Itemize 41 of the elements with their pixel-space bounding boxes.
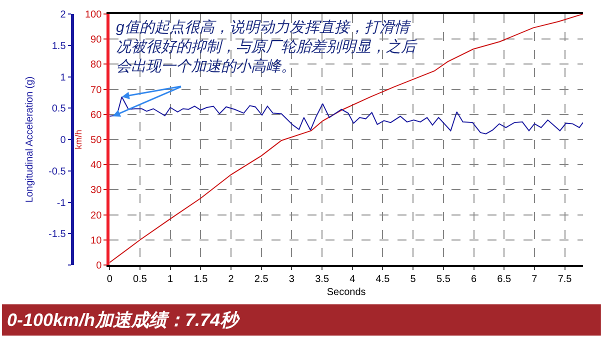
y2-tick-label: 50 xyxy=(90,135,102,146)
x-tick-label: 5 xyxy=(410,274,416,285)
text: 0-100km/h加速成绩：7.74秒 xyxy=(7,310,242,330)
annotation: g值的起点很高，说明动力发挥直接，打滑情况被很好的抑制，与原厂轮胎差别明显，之后会出现一个加速的小高峰。 xyxy=(116,19,418,75)
x-tick-label: 5.5 xyxy=(436,274,451,285)
y-tick-label: 0 xyxy=(60,135,66,146)
x-tick-label: 2 xyxy=(228,274,234,285)
x-tick-label: 4.5 xyxy=(376,274,390,285)
x-tick-label: 7.5 xyxy=(558,274,572,285)
y-tick-label: 0.5 xyxy=(52,104,66,115)
y2-tick-label: 60 xyxy=(90,110,102,121)
line-series xyxy=(110,14,583,263)
x-tick-label: 2.5 xyxy=(254,274,269,285)
x-tick-label: 6 xyxy=(470,274,477,285)
x-axis-title: Seconds xyxy=(326,287,366,298)
y2-tick-label: 80 xyxy=(90,60,102,71)
y2-tick-label: 100 xyxy=(84,10,102,20)
y2-tick-label: 20 xyxy=(90,210,102,222)
y2-tick-label: 30 xyxy=(90,185,102,196)
y-axis-title: Longitudinal Acceleration (g) xyxy=(24,76,36,203)
y-tick-label: -1 xyxy=(56,198,66,209)
x-tick-label: 0 xyxy=(106,274,113,285)
x-tick-label: 3.5 xyxy=(315,274,330,285)
x-tick-label: 1.5 xyxy=(194,274,208,285)
y-tick-label: 1.5 xyxy=(52,40,66,52)
y2-tick-label: 10 xyxy=(90,235,102,246)
x-tick-label: 4 xyxy=(350,274,356,285)
x-tick-label: 6.5 xyxy=(497,274,512,285)
y2-axis-title: km/h xyxy=(73,130,84,150)
y-tick-label: -0.5 xyxy=(48,166,66,178)
y2-tick-label: 0 xyxy=(96,260,102,272)
y-tick-label: 1 xyxy=(60,72,66,84)
x-tick-label: 7 xyxy=(532,274,538,285)
y-tick-label: 2 xyxy=(60,10,66,20)
y-tick-label: -1.5 xyxy=(48,229,66,240)
y2-tick-label: 40 xyxy=(90,160,102,172)
x-tick-label: 3 xyxy=(288,274,295,285)
y2-tick-label: 90 xyxy=(90,34,102,46)
x-tick-label: 1 xyxy=(168,274,174,285)
y2-tick-label: 70 xyxy=(90,84,102,96)
x-tick-label: 0.5 xyxy=(133,274,148,285)
